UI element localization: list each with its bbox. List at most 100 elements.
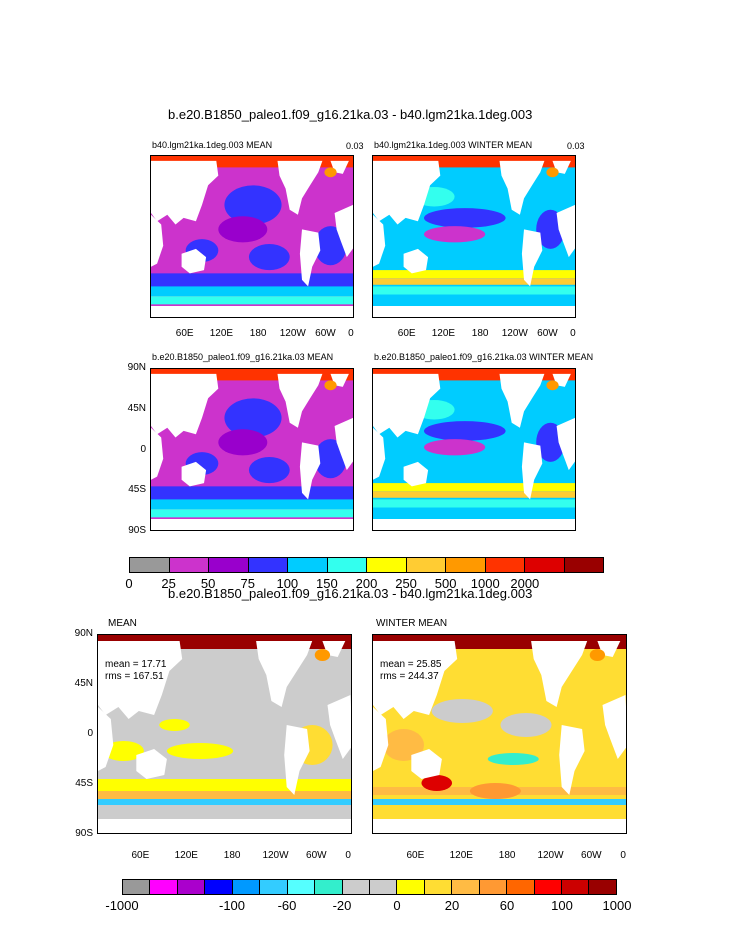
top-figure-title: b.e20.B1850_paleo1.f09_g16.21ka.03 - b40… [168, 107, 533, 122]
colorbar-label: 60 [499, 898, 515, 913]
colorbar-swatch [525, 558, 565, 572]
colorbar-label: 75 [240, 576, 255, 591]
colorbar-label: -100 [218, 898, 246, 913]
colorbar-label: 100 [551, 898, 573, 913]
panel-title-mid-right: b.e20.B1850_paleo1.f09_g16.21ka.03 WINTE… [374, 352, 594, 362]
colorbar-swatch [424, 880, 453, 894]
colorbar-swatch [232, 880, 261, 894]
colorbar-swatch [248, 558, 288, 572]
tick-label: 60W [581, 850, 602, 861]
colorbar-label: 0 [393, 898, 401, 913]
tick-label: 180 [471, 328, 489, 339]
tick-label: 120E [209, 328, 234, 339]
tick-label: 0 [140, 443, 146, 455]
colorbar-label: 25 [161, 576, 176, 591]
colorbar-label: 250 [395, 576, 417, 591]
tick-label: 60W [306, 850, 327, 861]
rms-stat-right: rms = 244.37 [380, 671, 439, 682]
colorbar-label: -60 [277, 898, 297, 913]
colorbar-swatch [169, 558, 209, 572]
colorbar-swatch [287, 880, 316, 894]
tick-label: 180 [223, 850, 241, 861]
tick-label: 0 [348, 328, 354, 339]
mean-stat-left: mean = 17.71 [105, 659, 167, 670]
map-mid-left [151, 369, 353, 530]
colorbar-top [129, 557, 604, 573]
tick-label: 45N [127, 402, 146, 414]
colorbar-label: 20 [444, 898, 460, 913]
colorbar-swatch [342, 880, 370, 894]
colorbar-swatch [315, 880, 343, 894]
map-panel-bottom-left [97, 634, 352, 834]
tick-label: 120E [174, 850, 198, 861]
colorbar-label: 100 [276, 576, 299, 591]
tick-label: 90N [74, 628, 93, 639]
tick-label: 90N [127, 362, 146, 373]
colorbar-swatch [130, 558, 170, 572]
tick-label: 0 [570, 328, 576, 339]
tick-label: 180 [249, 328, 267, 339]
map-top-right [373, 156, 575, 317]
tick-label: 45N [74, 678, 93, 689]
tick-label: 0 [620, 850, 626, 861]
panel-title-mid-left: b.e20.B1850_paleo1.f09_g16.21ka.03 MEAN [152, 352, 334, 362]
colorbar-swatch [288, 558, 328, 572]
colorbar-swatch [205, 880, 233, 894]
tick-label: 60E [406, 850, 425, 861]
tick-label: 90S [75, 828, 93, 839]
colorbar-label: -20 [332, 898, 352, 913]
colorbar-swatch [562, 880, 590, 894]
colorbar-swatch [177, 880, 206, 894]
tick-label: 120W [501, 328, 528, 339]
tick-label: 120W [279, 328, 306, 339]
map-bottom-right [373, 635, 626, 833]
map-panel-mid-left [150, 368, 354, 531]
map-panel-top-right [372, 155, 576, 318]
colorbar-swatch [589, 880, 616, 894]
colorbar-label: 200 [355, 576, 378, 591]
colorbar-swatch [479, 880, 508, 894]
panel-title-bottom-right: WINTER MEAN [376, 618, 448, 629]
colorbar-label: 1000 [470, 576, 500, 591]
tick-label: 0 [87, 728, 93, 739]
tick-label: 45S [128, 484, 146, 496]
colorbar-swatch [209, 558, 249, 572]
corner-label-top-right: 0.03 [567, 141, 585, 151]
colorbar-swatch [507, 880, 535, 894]
tick-label: 45S [75, 778, 93, 789]
tick-label: 120W [262, 850, 289, 861]
map-bottom-left [98, 635, 351, 833]
colorbar-swatch [150, 880, 178, 894]
colorbar-swatch [452, 880, 480, 894]
colorbar-swatch [485, 558, 525, 572]
colorbar-swatch [369, 880, 398, 894]
colorbar-swatch [123, 880, 151, 894]
tick-label: 0 [345, 850, 351, 861]
colorbar-label: 1000 [602, 898, 632, 913]
colorbar-label: 150 [316, 576, 338, 591]
tick-label: 120E [431, 328, 456, 339]
tick-label: 60W [537, 328, 558, 339]
colorbar-swatch [260, 880, 288, 894]
map-panel-top-left [150, 155, 354, 318]
colorbar-swatch [446, 558, 486, 572]
colorbar-label: 2000 [510, 576, 540, 591]
colorbar-label: 50 [200, 576, 216, 591]
map-top-left [151, 156, 353, 317]
mean-stat-right: mean = 25.85 [380, 659, 442, 670]
colorbar-swatch [367, 558, 407, 572]
colorbar-label: -1000 [105, 898, 139, 913]
colorbar-swatch [406, 558, 446, 572]
tick-label: 60E [131, 850, 150, 861]
tick-label: 60W [315, 328, 336, 339]
colorbar-label: 0 [125, 576, 133, 591]
colorbar-swatch [534, 880, 562, 894]
map-mid-right [373, 369, 575, 530]
tick-label: 120E [449, 850, 473, 861]
tick-label: 60E [397, 328, 416, 339]
corner-label-top-left: 0.03 [346, 141, 364, 151]
tick-label: 180 [498, 850, 516, 861]
panel-title-top-left: b40.lgm21ka.1deg.003 MEAN [152, 140, 273, 150]
tick-label: 90S [128, 525, 146, 536]
colorbar-label: 500 [434, 576, 457, 591]
